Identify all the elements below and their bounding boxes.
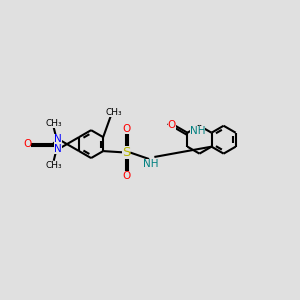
Text: CH₃: CH₃ — [105, 108, 122, 117]
Text: N: N — [54, 134, 62, 144]
Text: CH₃: CH₃ — [45, 118, 62, 127]
Text: O: O — [123, 124, 131, 134]
Text: N: N — [54, 144, 62, 154]
Text: O: O — [168, 120, 176, 130]
Text: O: O — [23, 139, 31, 149]
Text: CH₃: CH₃ — [45, 161, 62, 170]
Text: S: S — [122, 146, 130, 159]
Text: NH: NH — [143, 159, 158, 169]
Text: NH: NH — [190, 126, 205, 136]
Text: O: O — [123, 171, 131, 181]
